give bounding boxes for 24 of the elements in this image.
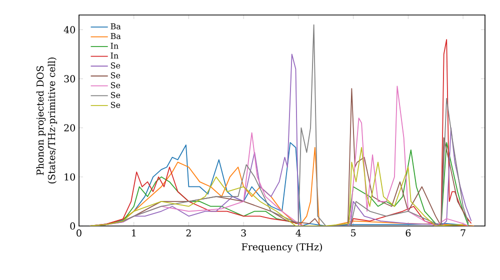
legend-label: Se xyxy=(110,82,120,88)
y-tick-label: 0 xyxy=(70,222,76,230)
y-tick-label: 20 xyxy=(64,124,76,132)
x-tick-label: 6 xyxy=(406,229,411,237)
x-axis-title: Frequency (THz) xyxy=(242,243,322,252)
y-tick-label: 30 xyxy=(64,75,76,82)
y-tick-label: 10 xyxy=(64,173,76,181)
legend-label: In xyxy=(110,42,118,49)
legend-label: Se xyxy=(110,102,120,108)
y-axis-title: Phonon projected DOS (States/THz·primitive cell) xyxy=(36,58,58,184)
legend-label: Se xyxy=(110,72,120,78)
legend-label: In xyxy=(110,52,118,59)
x-tick-label: 4 xyxy=(296,229,302,236)
x-tick-label: 7 xyxy=(460,229,466,236)
x-tick-label: 0 xyxy=(76,229,82,237)
x-tick-label: 3 xyxy=(241,229,246,237)
x-tick-label: 2 xyxy=(186,229,191,236)
legend-label: Ba xyxy=(110,33,121,40)
legend-label: Ba xyxy=(110,23,121,30)
x-tick-label: 5 xyxy=(351,229,356,236)
legend-label: Se xyxy=(110,92,120,98)
legend-label: Se xyxy=(110,62,120,68)
x-tick-label: 1 xyxy=(132,229,136,236)
y-tick-label: 40 xyxy=(64,26,76,34)
